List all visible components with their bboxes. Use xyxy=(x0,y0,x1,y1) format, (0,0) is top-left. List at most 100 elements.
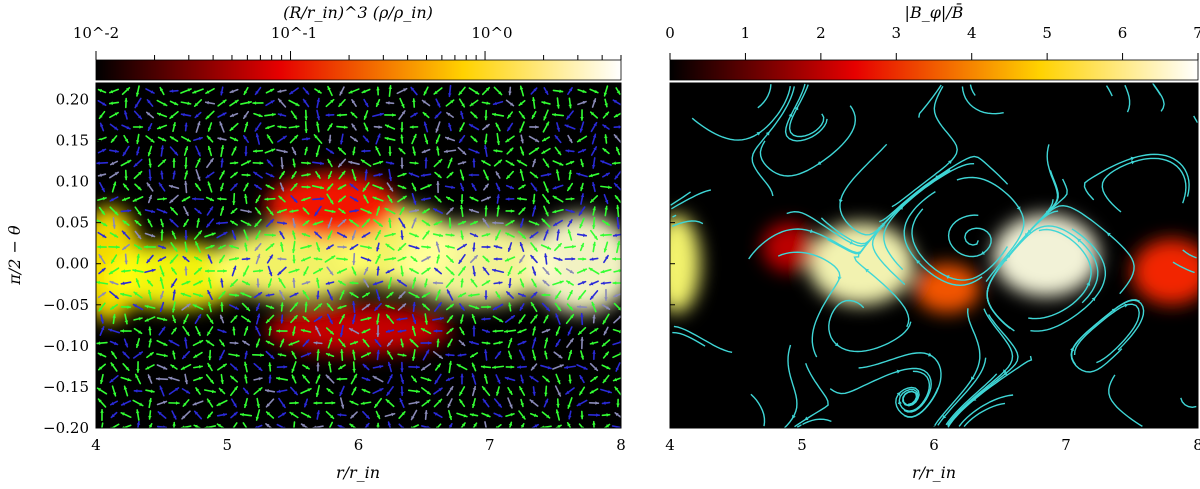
quiver-arrowhead xyxy=(411,356,416,361)
quiver-arrowhead xyxy=(459,391,463,396)
quiver-arrowhead xyxy=(270,173,274,178)
quiver-arrowhead xyxy=(216,221,220,225)
quiver-arrowhead xyxy=(172,422,176,426)
quiver-arrowhead xyxy=(243,135,247,140)
quiver-arrowhead xyxy=(206,340,210,344)
quiver-arrowhead xyxy=(314,257,318,261)
quiver-arrowhead xyxy=(459,259,463,264)
quiver-arrowhead xyxy=(174,151,178,155)
quiver-arrowhead xyxy=(362,234,366,238)
quiver-arrowhead xyxy=(593,235,598,240)
quiver-arrowhead xyxy=(148,126,152,131)
quiver-arrowhead xyxy=(519,86,524,90)
quiver-arrowhead xyxy=(386,269,390,274)
quiver-arrowhead xyxy=(133,198,137,202)
quiver-arrowhead xyxy=(508,422,513,426)
quiver-arrowhead xyxy=(402,304,406,308)
quiver-arrow xyxy=(612,352,621,359)
streamline-arrow xyxy=(947,160,952,164)
quiver-arrowhead xyxy=(196,121,201,126)
quiver-arrowhead xyxy=(410,339,414,343)
quiver-arrowhead xyxy=(302,233,306,237)
quiver-arrowhead xyxy=(330,414,334,419)
quiver-arrowhead xyxy=(255,133,260,138)
quiver-arrowhead xyxy=(556,104,561,108)
quiver-arrowhead xyxy=(147,219,152,223)
quiver-arrowhead xyxy=(172,158,176,162)
quiver-arrowhead xyxy=(208,356,212,360)
quiver-arrowhead xyxy=(314,134,318,139)
quiver-arrowhead xyxy=(243,403,248,408)
quiver-arrowhead xyxy=(498,341,503,345)
quiver-arrowhead xyxy=(96,280,100,285)
quiver-arrowhead xyxy=(114,112,119,116)
quiver-arrowhead xyxy=(247,222,251,226)
quiver-arrowhead xyxy=(302,375,307,379)
quiver-arrowhead xyxy=(243,362,248,366)
quiver-arrowhead xyxy=(519,319,523,323)
quiver-arrowhead xyxy=(207,363,212,368)
quiver-arrowhead xyxy=(329,271,333,275)
quiver-arrowhead xyxy=(461,266,466,271)
quiver-arrowhead xyxy=(436,147,440,151)
quiver-arrowhead xyxy=(351,235,356,240)
quiver-arrowhead xyxy=(99,254,103,259)
quiver-arrowhead xyxy=(301,424,306,428)
quiver-arrowhead xyxy=(493,329,497,333)
quiver-arrowhead xyxy=(306,414,311,418)
quiver-arrowhead xyxy=(379,388,383,392)
quiver-arrowhead xyxy=(171,283,175,287)
quiver-arrowhead xyxy=(377,254,381,259)
quiver-arrowhead xyxy=(568,104,573,108)
quiver-arrowhead xyxy=(413,134,417,139)
quiver-arrowhead xyxy=(338,424,342,428)
quiver-arrowhead xyxy=(533,187,537,191)
quiver-arrowhead xyxy=(350,400,354,405)
quiver-arrowhead xyxy=(448,423,452,428)
quiver-arrowhead xyxy=(184,146,189,151)
quiver-arrowhead xyxy=(412,200,417,205)
quiver-arrowhead xyxy=(352,124,356,128)
quiver-arrowhead xyxy=(198,376,203,381)
quiver-arrowhead xyxy=(401,224,405,228)
quiver-arrowhead xyxy=(266,340,270,345)
quiver-arrowhead xyxy=(338,147,343,152)
quiver-arrowhead xyxy=(220,145,225,150)
quiver-arrowhead xyxy=(123,151,127,156)
quiver-arrowhead xyxy=(582,89,586,94)
quiver-arrowhead xyxy=(207,414,211,418)
quiver-arrowhead xyxy=(520,283,525,287)
quiver-arrowhead xyxy=(351,99,356,104)
quiver-arrowhead xyxy=(279,290,283,295)
quiver-arrowhead xyxy=(362,388,366,393)
quiver-arrowhead xyxy=(448,224,452,228)
quiver-arrowhead xyxy=(293,315,298,320)
quiver-arrowhead xyxy=(509,185,514,189)
quiver-arrowhead xyxy=(109,89,114,94)
quiver-arrowhead xyxy=(233,172,238,176)
quiver-arrowhead xyxy=(295,268,299,273)
quiver-arrowhead xyxy=(138,317,142,321)
quiver-arrowhead xyxy=(162,159,166,164)
streamline xyxy=(1182,249,1197,259)
quiver-arrowhead xyxy=(596,413,600,417)
quiver-arrowhead xyxy=(182,197,186,202)
quiver-arrowhead xyxy=(458,353,462,357)
quiver-arrowhead xyxy=(366,352,371,356)
quiver-arrowhead xyxy=(175,387,179,392)
quiver-arrowhead xyxy=(496,187,500,191)
quiver-arrowhead xyxy=(120,329,124,333)
quiver-arrowhead xyxy=(171,231,176,235)
quiver-arrowhead xyxy=(433,208,438,212)
quiver-arrowhead xyxy=(133,304,138,308)
quiver-arrowhead xyxy=(485,87,490,92)
quiver-arrowhead xyxy=(378,173,382,177)
quiver-arrowhead xyxy=(160,230,164,234)
quiver-arrowhead xyxy=(386,329,390,333)
quiver-arrowhead xyxy=(507,127,511,131)
quiver-arrowhead xyxy=(280,303,284,307)
y-tick-label: 0.20 xyxy=(56,90,89,108)
quiver-arrowhead xyxy=(392,113,396,117)
streamline xyxy=(933,308,981,428)
